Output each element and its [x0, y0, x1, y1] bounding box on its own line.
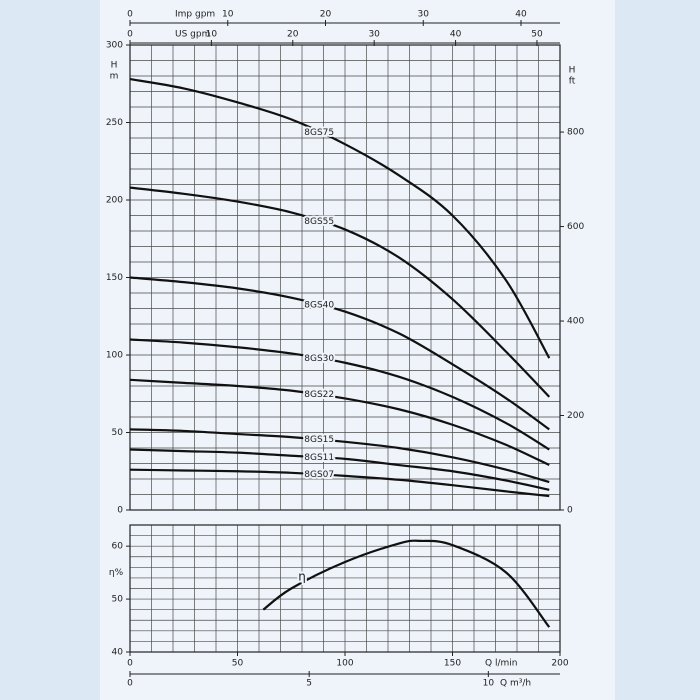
bottom-tick-label: 10 — [483, 679, 495, 689]
top-axis-title: Imp gpm — [175, 10, 215, 20]
x-tick-label: 100 — [336, 659, 353, 669]
sheet — [100, 0, 615, 700]
y-tick-label: 250 — [106, 118, 123, 128]
y2-tick-label: 600 — [567, 222, 584, 232]
curve-label: η — [298, 570, 306, 584]
curve-label: 8GS11 — [304, 453, 334, 463]
bottom-axis-title: Q m³/h — [500, 679, 531, 689]
y2-axis-title: ft — [569, 77, 576, 87]
top-tick-label: 30 — [418, 10, 430, 20]
top-tick-label: 30 — [368, 30, 380, 40]
y-axis-title: m — [110, 72, 119, 82]
y-tick-label: 40 — [112, 648, 124, 658]
bottom-tick-label: 5 — [306, 679, 312, 689]
curve — [129, 378, 550, 467]
x-tick-label: 200 — [551, 659, 568, 669]
curve — [129, 448, 550, 491]
curve — [129, 276, 550, 431]
curve-label: 8GS40 — [304, 300, 334, 310]
curve — [129, 338, 550, 451]
top-tick-label: 40 — [515, 10, 527, 20]
top-tick-label: 10 — [206, 30, 218, 40]
y-axis-title: η% — [109, 568, 124, 578]
y-tick-label: 60 — [112, 542, 124, 552]
top-tick-label: 20 — [287, 30, 299, 40]
y-tick-label: 200 — [106, 196, 123, 206]
x-tick-label: 50 — [232, 659, 244, 669]
y-tick-label: 0 — [117, 506, 123, 516]
y-tick-label: 50 — [112, 428, 124, 438]
curve — [129, 428, 550, 484]
curve — [129, 468, 550, 498]
x-tick-label: 150 — [444, 659, 461, 669]
top-tick-label: 20 — [320, 10, 332, 20]
x-axis-title: Q l/min — [485, 659, 517, 669]
y-tick-label: 150 — [106, 273, 123, 283]
top-tick-label: 50 — [531, 30, 543, 40]
curve-label: 8GS22 — [304, 390, 334, 400]
curve — [262, 539, 551, 628]
curve — [129, 78, 551, 359]
curve-label: 8GS55 — [304, 217, 334, 227]
top-tick-label: 0 — [127, 10, 133, 20]
curve-label: 8GS07 — [304, 470, 334, 480]
y-tick-label: 100 — [106, 351, 123, 361]
y-axis-title: H — [111, 61, 118, 71]
y2-tick-label: 800 — [567, 128, 584, 138]
curve-label: 8GS75 — [304, 128, 334, 138]
y-tick-label: 50 — [112, 595, 124, 605]
curve — [129, 186, 551, 398]
top-axis-title: US gpm — [175, 30, 210, 40]
y-tick-label: 300 — [106, 41, 123, 51]
bottom-tick-label: 0 — [127, 679, 133, 689]
x-tick-label: 0 — [127, 659, 133, 669]
curve-label: 8GS30 — [304, 354, 334, 364]
y2-tick-label: 0 — [567, 506, 573, 516]
curve-label: 8GS15 — [304, 435, 334, 445]
top-tick-label: 40 — [450, 30, 462, 40]
y2-tick-label: 400 — [567, 317, 584, 327]
y2-tick-label: 200 — [567, 411, 584, 421]
top-tick-label: 0 — [127, 30, 133, 40]
top-tick-label: 10 — [222, 10, 234, 20]
y2-axis-title: H — [569, 66, 576, 76]
